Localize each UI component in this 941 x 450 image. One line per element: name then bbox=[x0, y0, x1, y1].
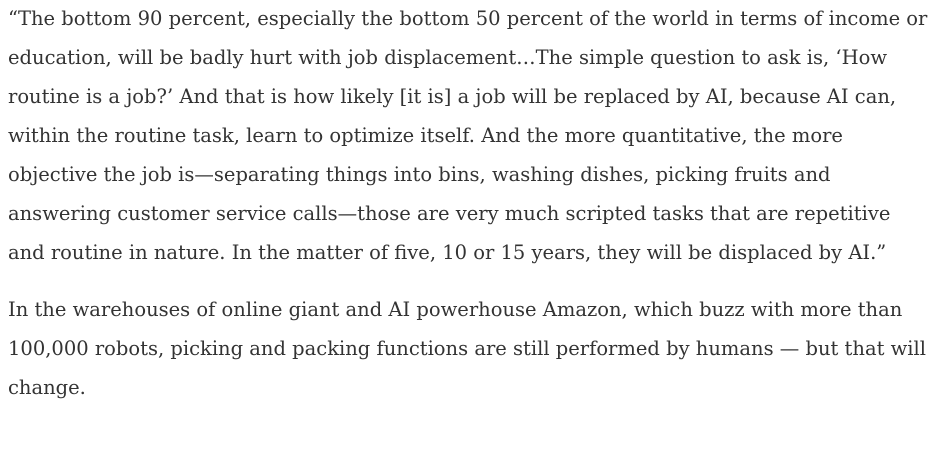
quote-paragraph: “The bottom 90 percent, especially the b… bbox=[8, 7, 928, 264]
article-body: “The bottom 90 percent, especially the b… bbox=[8, 7, 928, 399]
body-paragraph: In the warehouses of online giant and AI… bbox=[8, 298, 927, 399]
